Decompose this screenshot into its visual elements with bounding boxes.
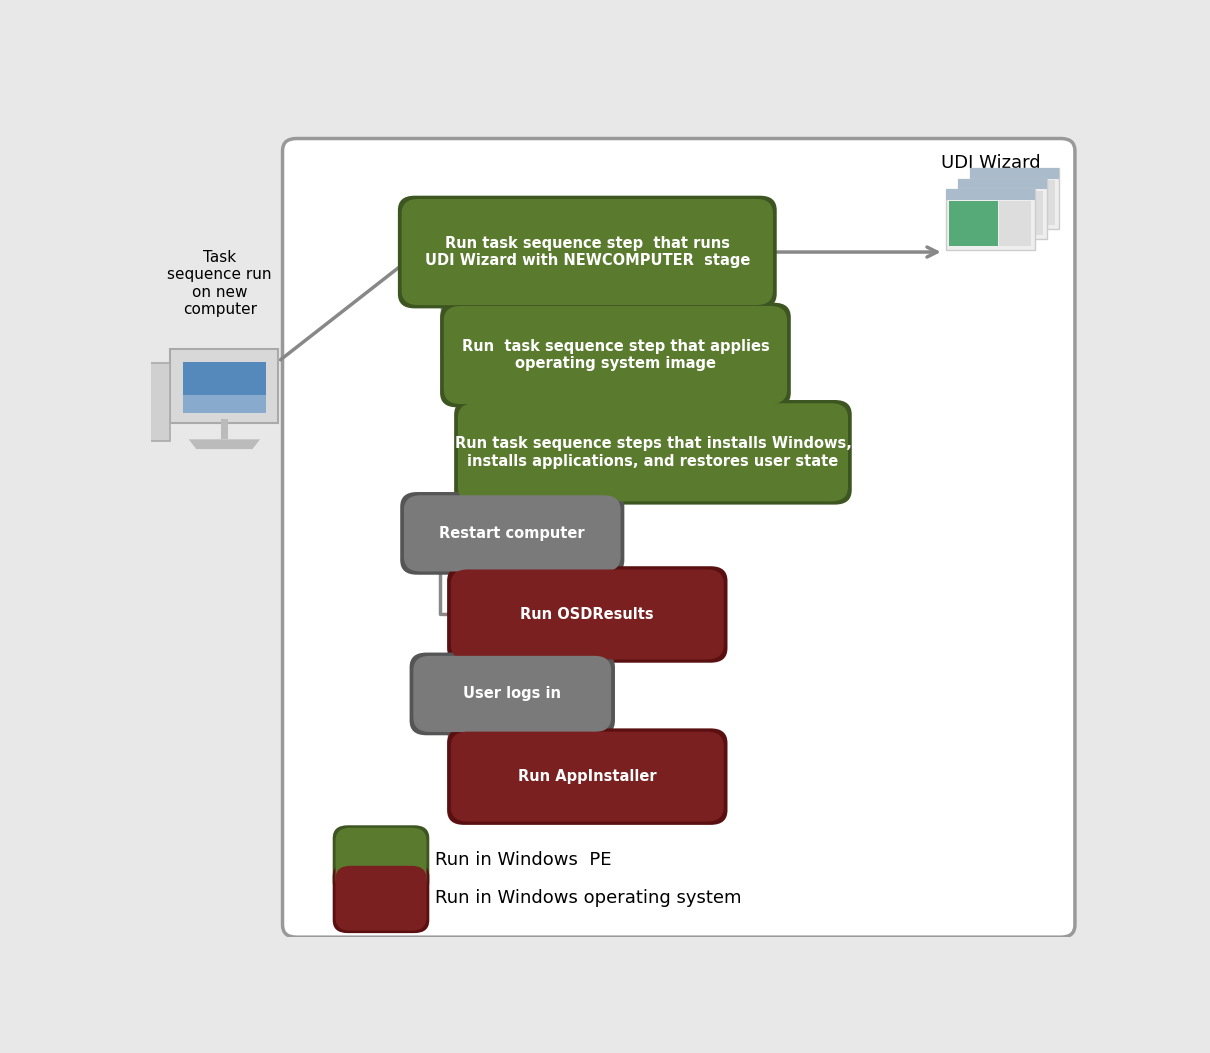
Text: Run task sequence steps that installs Windows,
installs applications, and restor: Run task sequence steps that installs Wi… [455, 436, 852, 469]
FancyBboxPatch shape [404, 495, 621, 572]
Text: UDI Wizard: UDI Wizard [940, 154, 1041, 172]
FancyBboxPatch shape [333, 863, 430, 933]
Text: Run  task sequence step that applies
operating system image: Run task sequence step that applies oper… [461, 339, 770, 372]
Text: Run task sequence step  that runs
UDI Wizard with NEWCOMPUTER  stage: Run task sequence step that runs UDI Wiz… [425, 236, 750, 269]
FancyBboxPatch shape [335, 828, 426, 893]
FancyBboxPatch shape [946, 190, 1035, 250]
Bar [973, 180, 1022, 225]
Text: Task
sequence run
on new
computer: Task sequence run on new computer [167, 250, 272, 317]
Bar [1024, 180, 1055, 225]
Text: User logs in: User logs in [463, 687, 561, 701]
FancyBboxPatch shape [335, 866, 426, 931]
FancyBboxPatch shape [448, 567, 727, 662]
FancyBboxPatch shape [444, 306, 786, 404]
Text: Run AppInstaller: Run AppInstaller [518, 769, 657, 784]
FancyBboxPatch shape [410, 653, 615, 735]
Bar [183, 362, 266, 395]
Bar [949, 201, 998, 246]
Bar [970, 168, 1060, 179]
Bar [961, 191, 1010, 236]
FancyBboxPatch shape [283, 139, 1074, 937]
FancyBboxPatch shape [454, 400, 852, 504]
Bar [183, 395, 266, 413]
Polygon shape [189, 439, 260, 449]
Text: Run OSDResults: Run OSDResults [520, 607, 655, 622]
Bar [1012, 191, 1043, 236]
Polygon shape [220, 419, 229, 439]
FancyBboxPatch shape [333, 826, 430, 895]
Text: Run in Windows operating system: Run in Windows operating system [434, 889, 742, 908]
FancyBboxPatch shape [144, 363, 171, 441]
FancyBboxPatch shape [970, 168, 1060, 229]
Bar [958, 179, 1048, 190]
FancyBboxPatch shape [171, 349, 278, 423]
FancyBboxPatch shape [451, 570, 724, 659]
FancyBboxPatch shape [440, 302, 791, 408]
Bar [999, 201, 1031, 246]
FancyBboxPatch shape [414, 656, 611, 732]
Bar [946, 190, 1035, 200]
FancyBboxPatch shape [398, 196, 777, 309]
FancyBboxPatch shape [402, 199, 773, 305]
FancyBboxPatch shape [448, 729, 727, 824]
Text: Run in Windows  PE: Run in Windows PE [434, 851, 611, 869]
FancyBboxPatch shape [451, 732, 724, 821]
Text: Restart computer: Restart computer [439, 525, 586, 541]
FancyBboxPatch shape [958, 179, 1048, 239]
FancyBboxPatch shape [401, 492, 624, 575]
FancyBboxPatch shape [457, 403, 848, 501]
